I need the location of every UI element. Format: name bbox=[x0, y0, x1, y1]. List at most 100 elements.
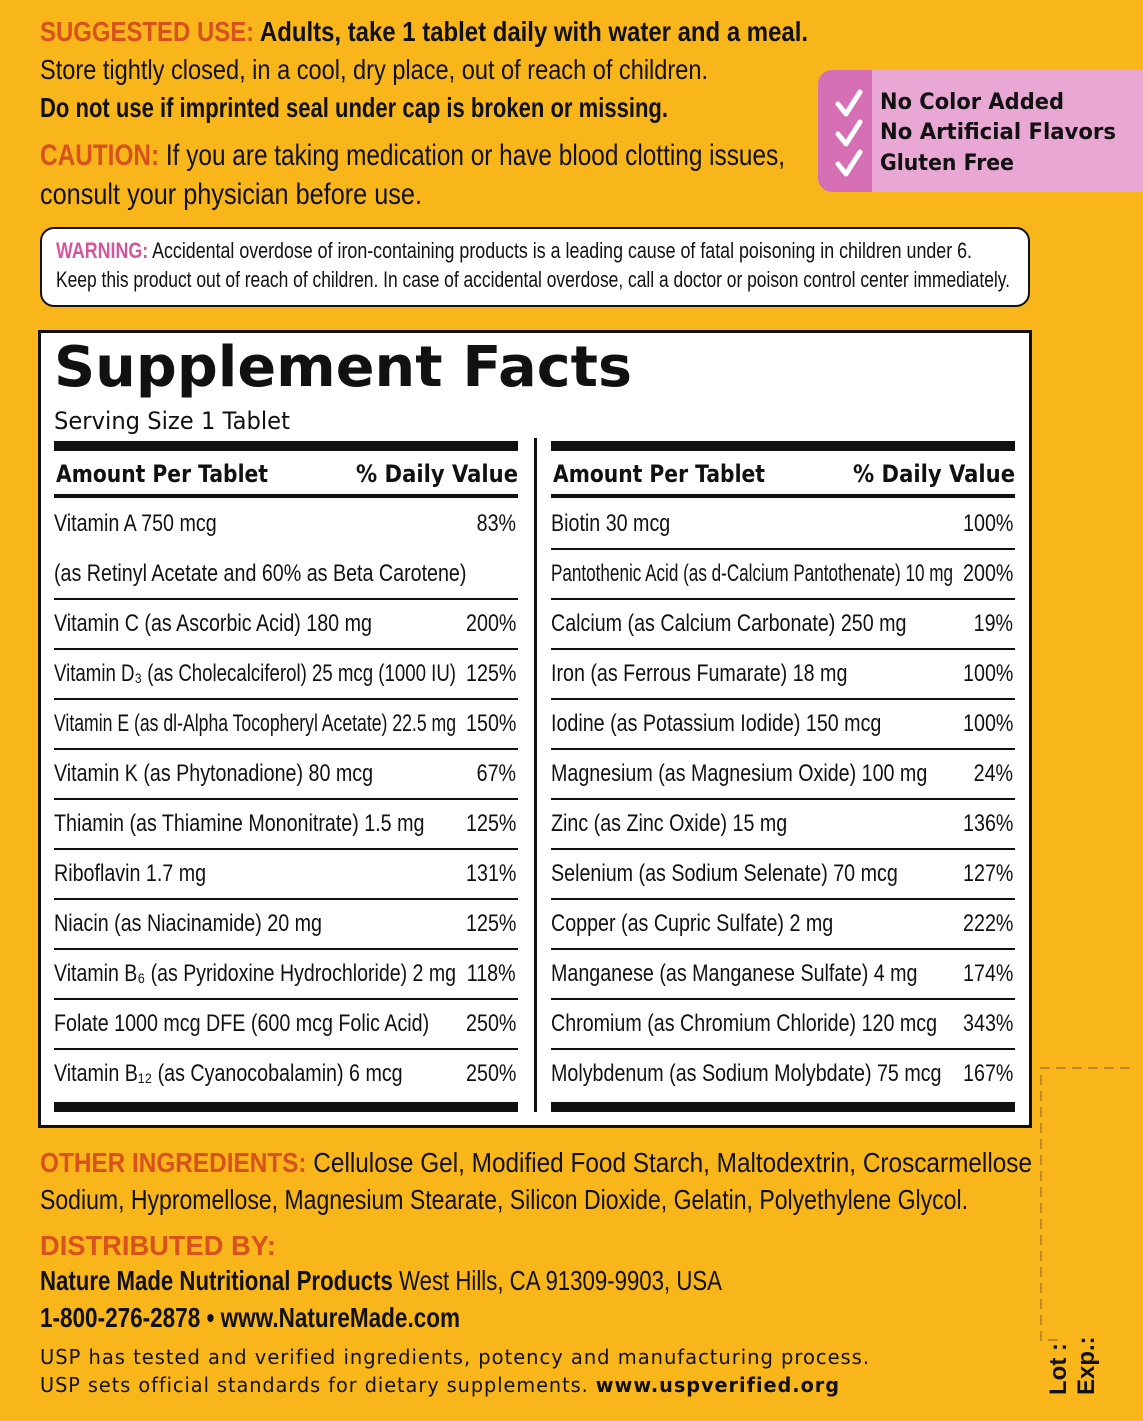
facts-title: Supplement Facts bbox=[54, 335, 632, 400]
row-rule bbox=[54, 898, 518, 900]
row-rule bbox=[551, 948, 1015, 950]
daily-value: 100% bbox=[962, 510, 1013, 537]
warning-text: Keep this product out of reach of childr… bbox=[56, 267, 1010, 292]
contact: 1-800-276-2878 • www.NatureMade.com bbox=[40, 1302, 460, 1333]
badge-text: No Artificial Flavors bbox=[880, 120, 1116, 145]
storage: Store tightly closed, in a cool, dry pla… bbox=[40, 54, 708, 85]
nutrient-name: Vitamin E (as dl-Alpha Tocopheryl Acetat… bbox=[54, 710, 456, 737]
row-rule bbox=[54, 1048, 518, 1050]
nutrient-name: Riboflavin 1.7 mg bbox=[54, 860, 207, 887]
nutrient-name: Pantothenic Acid (as d-Calcium Pantothen… bbox=[551, 560, 953, 587]
nutrient-name: Vitamin B₁₂ (as Cyanocobalamin) 6 mcg bbox=[54, 1060, 403, 1087]
row-rule bbox=[54, 998, 518, 1000]
exp-label: Exp.: bbox=[1073, 1336, 1100, 1395]
nutrient-name: Calcium (as Calcium Carbonate) 250 mg bbox=[551, 610, 907, 637]
row-rule bbox=[551, 898, 1015, 900]
column-divider bbox=[534, 438, 537, 1112]
nutrient-name: Biotin 30 mcg bbox=[551, 510, 671, 537]
usp-line: USP sets official standards for dietary … bbox=[40, 1375, 840, 1395]
nutrient-name: Niacin (as Niacinamide) 20 mg bbox=[54, 910, 322, 937]
row-rule bbox=[54, 798, 518, 800]
seal-warning: Do not use if imprinted seal under cap i… bbox=[40, 92, 668, 123]
badge-strip bbox=[818, 70, 872, 192]
caution-text: consult your physician before use. bbox=[40, 178, 422, 211]
warning-label: WARNING: bbox=[56, 238, 149, 263]
suggested-use-text: Adults, take 1 tablet daily with water a… bbox=[259, 16, 808, 47]
serving-size: Serving Size 1 Tablet bbox=[54, 407, 290, 435]
daily-value: 222% bbox=[962, 910, 1013, 937]
row-rule bbox=[551, 748, 1015, 750]
nutrient-name: Iodine (as Potassium Iodide) 150 mcg bbox=[551, 710, 882, 737]
daily-value: 118% bbox=[467, 960, 516, 987]
daily-value: 250% bbox=[465, 1060, 516, 1087]
daily-value: 127% bbox=[962, 860, 1013, 887]
header-rule bbox=[54, 494, 518, 498]
header-amount: Amount Per Tablet bbox=[553, 460, 765, 488]
other-ingredients-text: Cellulose Gel, Modified Food Starch, Mal… bbox=[313, 1147, 1032, 1178]
other-ingredients-label: OTHER INGREDIENTS: bbox=[40, 1147, 307, 1178]
nutrient-name: Manganese (as Manganese Sulfate) 4 mg bbox=[551, 960, 918, 987]
nutrient-name: Thiamin (as Thiamine Mononitrate) 1.5 mg bbox=[54, 810, 425, 837]
other-ingredients: OTHER INGREDIENTS: Cellulose Gel, Modifi… bbox=[40, 1149, 1032, 1177]
nutrient-name: Chromium (as Chromium Chloride) 120 mcg bbox=[551, 1010, 938, 1037]
row-rule bbox=[54, 598, 518, 600]
nutrient-name: Selenium (as Sodium Selenate) 70 mcg bbox=[551, 860, 898, 887]
row-rule bbox=[551, 698, 1015, 700]
row-rule bbox=[54, 748, 518, 750]
warning: WARNING: Accidental overdose of iron-con… bbox=[56, 240, 972, 262]
daily-value: 125% bbox=[465, 810, 516, 837]
warning-text: Accidental overdose of iron-containing p… bbox=[152, 238, 972, 263]
badge-box bbox=[818, 70, 1143, 192]
nutrient-name: Copper (as Cupric Sulfate) 2 mg bbox=[551, 910, 834, 937]
usp-line: USP has tested and verified ingredients,… bbox=[40, 1345, 870, 1369]
nutrient-name: Vitamin K (as Phytonadione) 80 mcg bbox=[54, 760, 374, 787]
nutrient-name: Zinc (as Zinc Oxide) 15 mg bbox=[551, 810, 788, 837]
address: West Hills, CA 91309-9903, USA bbox=[399, 1265, 722, 1296]
row-rule bbox=[54, 948, 518, 950]
header-amount: Amount Per Tablet bbox=[56, 460, 268, 488]
lot-label: Lot : bbox=[1045, 1343, 1072, 1395]
badge-text: No Color Added bbox=[880, 90, 1064, 115]
daily-value: 174% bbox=[962, 960, 1013, 987]
daily-value: 136% bbox=[962, 810, 1013, 837]
daily-value: 100% bbox=[962, 710, 1013, 737]
top-bar bbox=[54, 441, 518, 451]
row-rule bbox=[551, 598, 1015, 600]
daily-value: 125% bbox=[465, 910, 516, 937]
daily-value: 19% bbox=[973, 610, 1013, 637]
nutrient-name: Vitamin C (as Ascorbic Acid) 180 mg bbox=[54, 610, 372, 637]
usp-text: USP sets official standards for dietary … bbox=[40, 1373, 589, 1397]
nutrient-note: (as Retinyl Acetate and 60% as Beta Caro… bbox=[54, 560, 467, 587]
warning-box bbox=[40, 227, 1030, 307]
daily-value: 200% bbox=[465, 610, 516, 637]
company: Nature Made Nutritional Products bbox=[40, 1265, 393, 1296]
row-rule bbox=[551, 798, 1015, 800]
daily-value: 200% bbox=[962, 560, 1013, 587]
caution-label: CAUTION: bbox=[40, 139, 160, 172]
header-rule bbox=[551, 494, 1015, 498]
nutrient-name: Magnesium (as Magnesium Oxide) 100 mg bbox=[551, 760, 928, 787]
other-ingredients-text: Sodium, Hypromellose, Magnesium Stearate… bbox=[40, 1184, 969, 1215]
nutrient-name: Molybdenum (as Sodium Molybdate) 75 mcg bbox=[551, 1060, 942, 1087]
bottom-bar bbox=[551, 1102, 1015, 1112]
daily-value: 24% bbox=[973, 760, 1013, 787]
caution-text: If you are taking medication or have blo… bbox=[165, 139, 785, 172]
header-dv: % Daily Value bbox=[356, 460, 518, 488]
row-rule bbox=[54, 848, 518, 850]
nutrient-name: Vitamin A 750 mcg bbox=[54, 510, 217, 537]
daily-value: 100% bbox=[962, 660, 1013, 687]
distributor: Nature Made Nutritional Products West Hi… bbox=[40, 1267, 722, 1295]
bottom-bar bbox=[54, 1102, 518, 1112]
suggested-use: SUGGESTED USE: Adults, take 1 tablet dai… bbox=[40, 18, 808, 46]
row-rule bbox=[551, 998, 1015, 1000]
nutrient-name: Folate 1000 mcg DFE (600 mcg Folic Acid) bbox=[54, 1010, 430, 1037]
daily-value: 250% bbox=[465, 1010, 516, 1037]
daily-value: 131% bbox=[465, 860, 516, 887]
daily-value: 67% bbox=[476, 760, 516, 787]
top-bar bbox=[551, 441, 1015, 451]
daily-value: 150% bbox=[465, 710, 516, 737]
row-rule bbox=[551, 1048, 1015, 1050]
row-rule bbox=[54, 698, 518, 700]
nutrient-name: Vitamin D₃ (as Cholecalciferol) 25 mcg (… bbox=[54, 660, 456, 687]
